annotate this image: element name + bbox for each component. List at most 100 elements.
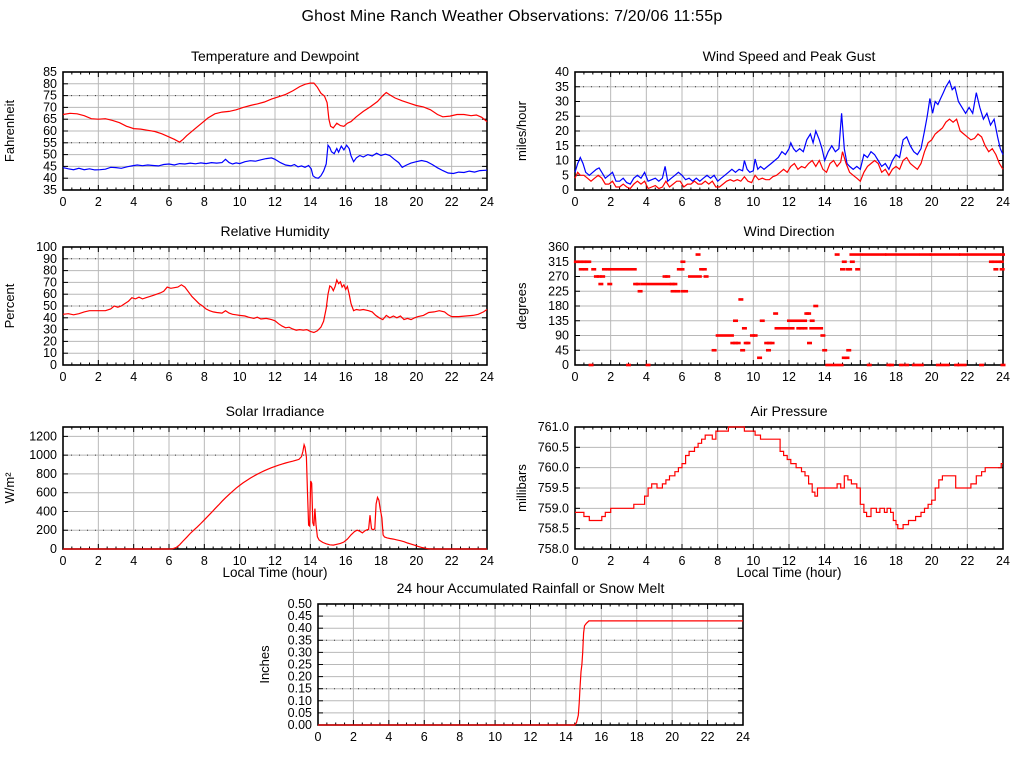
svg-text:0.40: 0.40 xyxy=(288,621,312,635)
svg-text:4: 4 xyxy=(643,370,650,384)
svg-text:45: 45 xyxy=(555,343,569,357)
svg-text:0: 0 xyxy=(572,195,579,209)
svg-text:90: 90 xyxy=(555,329,569,343)
svg-text:40: 40 xyxy=(43,311,57,325)
svg-text:0: 0 xyxy=(60,370,67,384)
svg-text:0: 0 xyxy=(50,542,57,556)
svg-text:2: 2 xyxy=(95,554,102,568)
svg-text:761.0: 761.0 xyxy=(538,421,569,434)
svg-text:18: 18 xyxy=(630,730,644,744)
x-tick-labels: 0 2 4 6 8 10 12 14 16 18 20 22 24 xyxy=(572,554,1010,568)
solar-irradiance-plot: 0 2 4 6 8 10 12 14 16 18 20 22 240200400600800100012… xyxy=(2,426,494,568)
svg-text:0.35: 0.35 xyxy=(288,633,312,647)
svg-text:20: 20 xyxy=(409,195,423,209)
series-solar-irradiance xyxy=(63,442,487,550)
svg-text:Inches: Inches xyxy=(257,645,272,684)
svg-text:24: 24 xyxy=(480,554,494,568)
svg-text:18: 18 xyxy=(374,370,388,384)
svg-text:0: 0 xyxy=(60,195,67,209)
wind-direction-plot: 0 2 4 6 8 10 12 14 16 18 20 22 240459013518022527031… xyxy=(514,241,1010,384)
svg-text:16: 16 xyxy=(853,554,867,568)
svg-text:30: 30 xyxy=(555,95,569,109)
air-pressure-plot: 0 2 4 6 8 10 12 14 16 18 20 22 24758.0758.5759.0759.… xyxy=(514,421,1010,568)
svg-text:14: 14 xyxy=(303,370,317,384)
svg-text:10: 10 xyxy=(233,554,247,568)
svg-text:16: 16 xyxy=(339,554,353,568)
svg-text:Fahrenheit: Fahrenheit xyxy=(2,100,17,163)
svg-text:0.50: 0.50 xyxy=(288,598,312,611)
svg-text:24: 24 xyxy=(736,730,750,744)
svg-text:60: 60 xyxy=(43,287,57,301)
svg-text:12: 12 xyxy=(268,370,282,384)
y-axis-title: Inches xyxy=(257,645,272,684)
chart-title: Air Pressure xyxy=(750,403,828,419)
svg-text:6: 6 xyxy=(166,370,173,384)
svg-text:10: 10 xyxy=(488,730,502,744)
svg-text:85: 85 xyxy=(43,66,57,79)
svg-text:10: 10 xyxy=(746,195,760,209)
svg-text:60: 60 xyxy=(43,124,57,138)
svg-text:4: 4 xyxy=(643,554,650,568)
svg-text:4: 4 xyxy=(130,195,137,209)
svg-text:6: 6 xyxy=(166,554,173,568)
chart-title: Relative Humidity xyxy=(220,223,330,239)
svg-text:22: 22 xyxy=(701,730,715,744)
svg-text:10: 10 xyxy=(233,370,247,384)
svg-text:80: 80 xyxy=(43,264,57,278)
svg-text:16: 16 xyxy=(594,730,608,744)
svg-text:2: 2 xyxy=(95,195,102,209)
svg-text:30: 30 xyxy=(43,323,57,337)
svg-text:4: 4 xyxy=(643,195,650,209)
svg-text:8: 8 xyxy=(714,370,721,384)
svg-text:100: 100 xyxy=(36,241,57,254)
svg-text:70: 70 xyxy=(43,275,57,289)
series-air-pressure xyxy=(575,426,1003,530)
svg-text:2: 2 xyxy=(607,195,614,209)
y-tick-labels: 758.0 758.5 759.0 759.5 760.0 760.5 761.0 xyxy=(538,421,569,556)
svg-text:8: 8 xyxy=(714,195,721,209)
svg-text:0.15: 0.15 xyxy=(288,682,312,696)
svg-text:12: 12 xyxy=(782,195,796,209)
svg-text:35: 35 xyxy=(43,183,57,197)
y-axis-title: degrees xyxy=(514,282,529,329)
svg-text:45: 45 xyxy=(43,159,57,173)
series-wind-speed xyxy=(574,118,1004,190)
plot-border xyxy=(62,71,488,191)
wind-speed-gust-plot: 0 2 4 6 8 10 12 14 16 18 20 22 240510152025303540mil… xyxy=(514,66,1010,209)
svg-text:22: 22 xyxy=(445,195,459,209)
svg-text:millibars: millibars xyxy=(514,464,529,512)
svg-text:65: 65 xyxy=(43,112,57,126)
svg-text:1200: 1200 xyxy=(29,429,57,443)
svg-text:135: 135 xyxy=(548,314,569,328)
svg-text:0.20: 0.20 xyxy=(288,670,312,684)
chart-title: Temperature and Dewpoint xyxy=(190,48,360,64)
svg-text:20: 20 xyxy=(925,370,939,384)
svg-text:14: 14 xyxy=(818,370,832,384)
svg-text:24: 24 xyxy=(996,370,1010,384)
svg-text:20: 20 xyxy=(409,554,423,568)
relative-humidity-plot: 0 2 4 6 8 10 12 14 16 18 20 22 240102030405060708090… xyxy=(2,241,494,384)
svg-text:0.45: 0.45 xyxy=(288,609,312,623)
svg-text:2: 2 xyxy=(607,554,614,568)
svg-text:10: 10 xyxy=(746,554,760,568)
svg-text:20: 20 xyxy=(925,554,939,568)
svg-text:degrees: degrees xyxy=(514,282,529,329)
svg-text:2: 2 xyxy=(350,730,357,744)
series-dewpoint xyxy=(62,143,488,179)
svg-text:8: 8 xyxy=(201,370,208,384)
svg-text:200: 200 xyxy=(36,523,57,537)
svg-text:miles/hour: miles/hour xyxy=(514,100,529,161)
x-axis-title: Local Time (hour) xyxy=(222,565,328,580)
svg-text:0.25: 0.25 xyxy=(288,658,312,672)
plot-border xyxy=(62,426,488,550)
grid xyxy=(574,246,1004,366)
svg-text:0: 0 xyxy=(572,370,579,384)
svg-text:50: 50 xyxy=(43,148,57,162)
svg-text:14: 14 xyxy=(303,195,317,209)
y-tick-labels: 0 200 400 600 800 1000 1200 xyxy=(29,429,57,556)
svg-text:400: 400 xyxy=(36,504,57,518)
svg-text:0.30: 0.30 xyxy=(288,645,312,659)
